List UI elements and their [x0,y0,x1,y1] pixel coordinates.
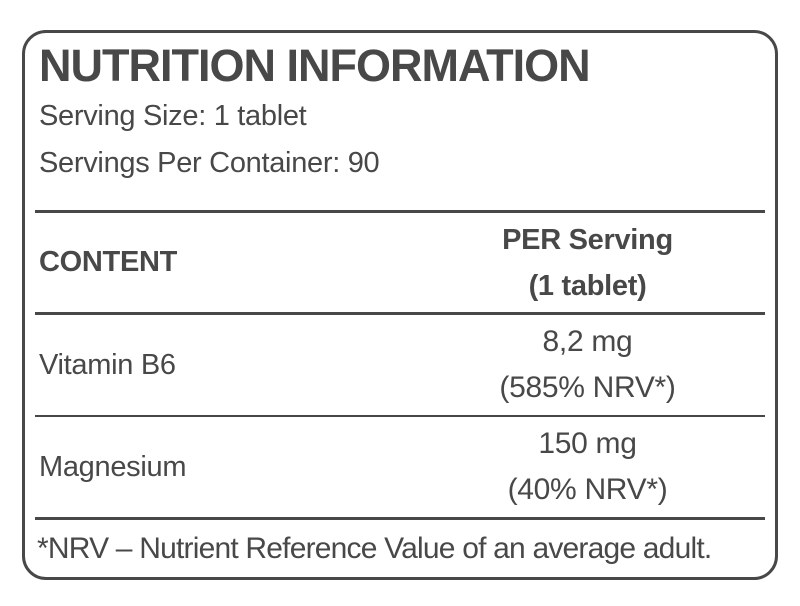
nutrient-amount: 150 mg [538,427,637,460]
nutrient-nrv: (585% NRV*) [499,371,676,404]
section-divider-top [35,210,765,213]
content-header-cell: CONTENT [25,213,400,312]
table-row-vitamin-b6: Vitamin B6 8,2 mg (585% NRV*) [25,315,775,415]
nrv-footnote: *NRV – Nutrient Reference Value of an av… [37,531,712,565]
nutrient-value-cell: 8,2 mg (585% NRV*) [400,315,775,415]
footer-divider [35,517,765,520]
nutrient-name: Vitamin B6 [39,348,176,381]
row-divider [35,415,765,417]
nutrient-name-cell: Magnesium [25,417,400,517]
table-header-row: CONTENT PER Serving (1 tablet) [25,213,775,312]
per-serving-header-line2: (1 tablet) [528,269,647,302]
table-row-magnesium: Magnesium 150 mg (40% NRV*) [25,417,775,517]
servings-per-container-line: Servings Per Container: 90 [39,147,380,179]
label-header-section: NUTRITION INFORMATION Serving Size: 1 ta… [25,33,775,210]
per-serving-header-line1: PER Serving [502,223,673,256]
label-title: NUTRITION INFORMATION [39,40,591,91]
footnote-section: *NRV – Nutrient Reference Value of an av… [25,520,775,577]
nutrient-nrv: (40% NRV*) [507,473,668,506]
header-divider [35,312,765,315]
content-header-label: CONTENT [39,246,178,278]
nutrient-name-cell: Vitamin B6 [25,315,400,415]
nutrient-name: Magnesium [39,450,187,483]
nutrition-label-panel: NUTRITION INFORMATION Serving Size: 1 ta… [22,30,778,580]
nutrient-value-cell: 150 mg (40% NRV*) [400,417,775,517]
serving-size-line: Serving Size: 1 tablet [39,100,307,132]
per-serving-header-cell: PER Serving (1 tablet) [400,213,775,312]
nutrient-amount: 8,2 mg [542,325,633,358]
